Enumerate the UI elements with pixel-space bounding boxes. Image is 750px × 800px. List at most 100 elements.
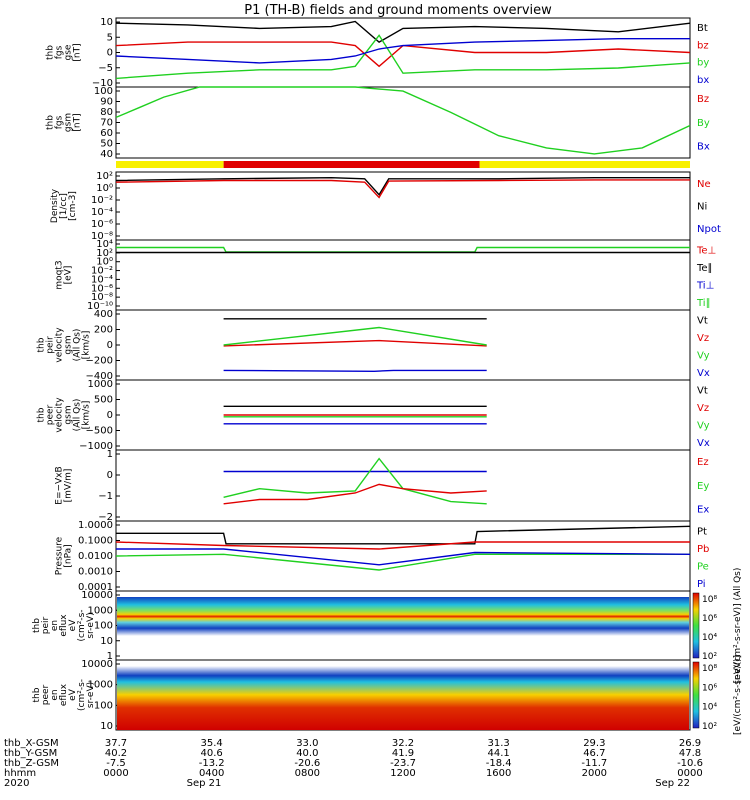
y-axis-label: thb (32, 618, 42, 633)
y-axis-label: fgs (55, 45, 65, 59)
y-axis-label: en (50, 620, 60, 631)
y-axis-label: eV (68, 619, 78, 632)
series-line-by (115, 34, 691, 80)
x-tick-value: 0000 (103, 768, 128, 779)
y-axis-label: gsm (64, 113, 74, 132)
y-axis-label: sr-eV) (86, 612, 96, 638)
legend-label: Vx (697, 368, 710, 379)
legend-label: Pe (697, 561, 709, 572)
panel-peir_en_eflux: thb peir en eflux eV (cm²-s-sr-eV)10000100010… (32, 568, 743, 684)
y-tick-label: 10⁻⁸ (91, 292, 113, 303)
legend-label: Vt (697, 315, 708, 326)
x-row-label: thb_Y-GSM (4, 748, 57, 759)
x-tick-value: 35.4 (201, 738, 223, 749)
x-tick-value: 41.9 (392, 748, 414, 759)
x-tick-value: 1200 (390, 768, 415, 779)
colorbar (692, 592, 700, 659)
x-row-label: thb_X-GSM (4, 738, 59, 749)
y-tick-label: 40 (100, 149, 113, 160)
panel-frame (115, 171, 691, 241)
panel-peir_velocity: thb peir velocity gsm (All Qs) [km/s] 400 200 0 −… (37, 309, 710, 382)
legend-label: Vz (697, 403, 709, 414)
legend-label: Ni (697, 201, 707, 212)
y-tick-label: 0 (107, 410, 113, 421)
panel-pressure: Pressure [nPa] 1.0000 0.1000 0.0100 0.0010 0.0… (55, 520, 710, 593)
y-tick-label: 100 (94, 86, 113, 97)
y-axis-label: fgs (55, 115, 65, 129)
legend-label: Vz (697, 333, 709, 344)
colorbar-tick: 10⁸ (702, 664, 717, 674)
panel-e_vxb: E=−VxB [mV/m] 1 0 −1 −2 Ez Ey Ex (55, 449, 710, 523)
y-tick-label: 10⁰ (96, 257, 113, 268)
y-axis-label: eflux (59, 683, 69, 706)
x-tick-value: Sep 22 (655, 778, 690, 789)
series-line-Vy (223, 326, 487, 346)
y-axis-label: [nT] (73, 43, 83, 61)
legend-label: Ey (697, 481, 709, 492)
x-tick-value: 0000 (677, 768, 702, 779)
y-tick-label: 60 (100, 128, 113, 139)
legend-label: Te∥ (696, 263, 713, 274)
colorbar-tick: 10² (702, 722, 717, 732)
series-line-Pb (115, 541, 690, 550)
colorbar-label: [eV/(cm²-s-sr-eV)] (All Qs) (733, 568, 743, 684)
y-tick-label: 10⁻⁶ (91, 283, 113, 294)
y-tick-label: 10⁻⁶ (91, 219, 113, 230)
y-axis-label: thb (46, 45, 56, 60)
y-axis-label: [nPa] (64, 544, 74, 567)
legend-label: bx (697, 75, 709, 86)
panel-frame (115, 309, 691, 381)
panel-peer_velocity: thb peer velocity gsm (All Qs) [km/s] 1000 500 0… (37, 379, 710, 452)
x-tick-value: 40.2 (105, 748, 127, 759)
y-axis-label: [mV/m] (64, 469, 74, 503)
panel-density: Density [1/cc] [cm-3] 10²10⁰10⁻²10⁻⁴10⁻⁶10⁻… (50, 171, 721, 242)
x-tick-value: 31.3 (488, 738, 510, 749)
y-tick-label: 500 (94, 395, 113, 406)
panel-peer_en_eflux: thb peer en eflux eV (cm²-s-sr-eV) 10000 1000 10… (32, 655, 743, 735)
y-tick-label: 1000 (88, 379, 113, 390)
y-axis-label: [nT] (73, 113, 83, 131)
legend-label: Bz (697, 94, 709, 105)
x-tick-value: -11.7 (581, 758, 607, 769)
y-tick-label: 10⁻⁴ (91, 207, 113, 218)
y-tick-label: 90 (100, 97, 113, 108)
series-line-Ey (223, 457, 487, 505)
spectrogram (117, 597, 689, 636)
x-row-label: 2020 (4, 778, 29, 789)
x-tick-value: 44.1 (488, 748, 510, 759)
y-tick-label: 80 (100, 107, 113, 118)
series-line-bz (115, 41, 691, 68)
y-tick-label: 1000 (88, 605, 113, 616)
y-axis-label: gsm (64, 335, 74, 354)
y-tick-label: −10 (92, 78, 113, 89)
y-tick-label: 10⁻⁸ (91, 231, 113, 242)
y-axis-label: velocity (55, 397, 65, 433)
mode-bar-segment (479, 161, 690, 168)
y-tick-label: −2 (98, 512, 113, 523)
y-axis-label: en (50, 689, 60, 700)
series-line-Ni (115, 176, 690, 196)
legend-label: Pi (697, 579, 706, 590)
y-axis-label: thb (37, 337, 47, 352)
legend-label: Pb (697, 544, 709, 555)
x-tick-value: 40.0 (296, 748, 318, 759)
y-tick-label: −1000 (79, 441, 113, 452)
y-axis-label: eV (68, 688, 78, 701)
x-tick-value: 40.6 (201, 748, 223, 759)
panel-frame (115, 520, 691, 592)
y-tick-label: −500 (86, 426, 113, 437)
y-tick-label: 400 (94, 309, 113, 320)
y-axis-label: gsm (64, 405, 74, 424)
y-axis-label: thb (46, 115, 56, 130)
x-row-label: hhmm (4, 768, 36, 779)
y-axis-label: thb (37, 407, 47, 422)
y-axis-label: (All Qs) (73, 399, 83, 432)
y-axis-label: [1/cc] (59, 193, 69, 219)
legend-label: Ez (697, 457, 709, 468)
y-tick-label: 10 (100, 17, 113, 28)
y-axis-label: eflux (59, 614, 69, 637)
y-tick-label: 0.0001 (78, 582, 113, 593)
y-tick-label: 10000 (81, 659, 113, 670)
y-axis-label: moqt3 (55, 260, 65, 289)
